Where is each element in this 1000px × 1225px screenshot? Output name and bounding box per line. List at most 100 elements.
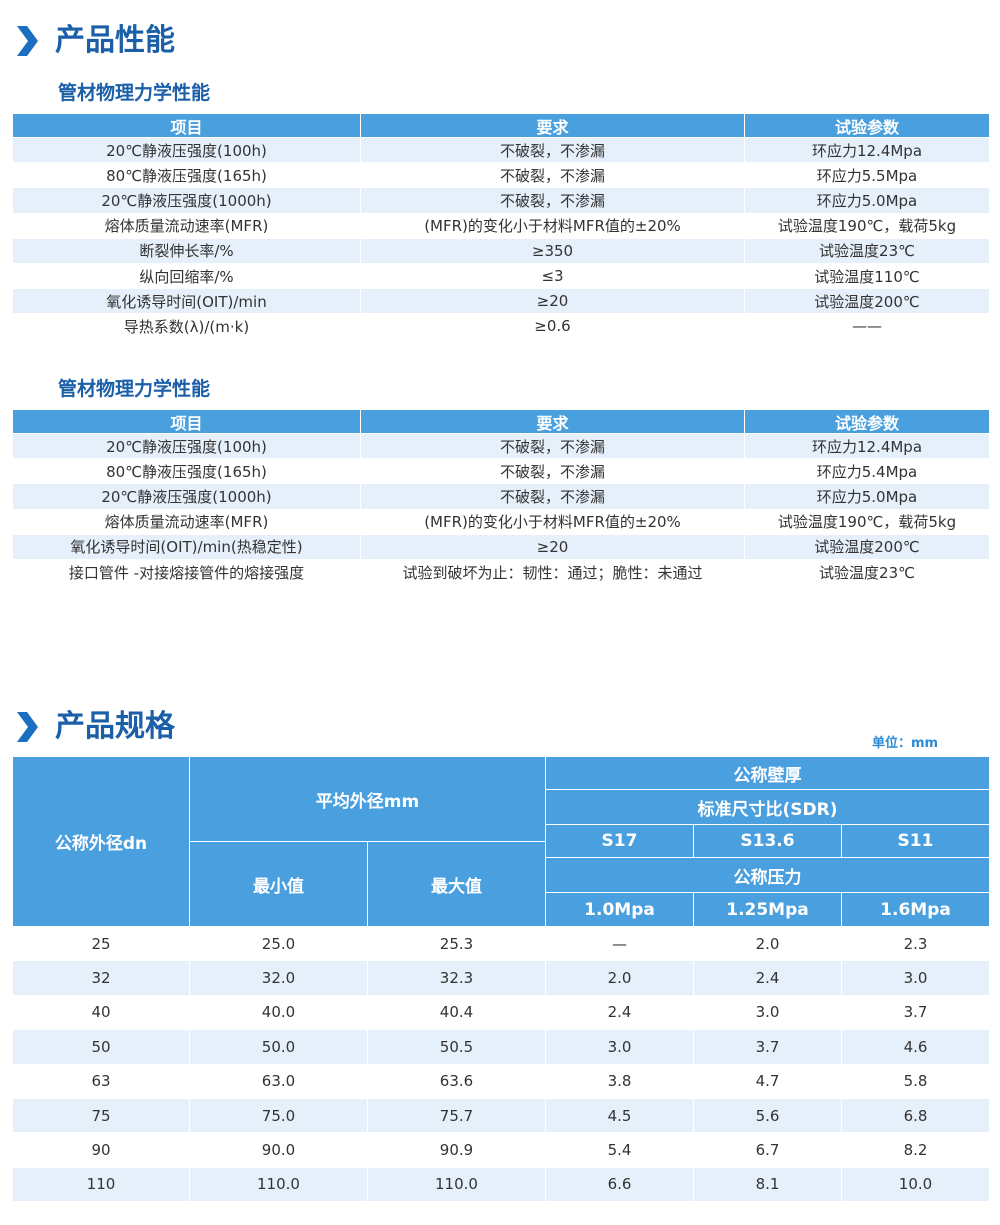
section-title: 产品性能 bbox=[55, 23, 175, 58]
header-cell: 项目 bbox=[13, 114, 361, 138]
header-cell: 1.0Mpa bbox=[546, 893, 694, 927]
table-cell: 40.0 bbox=[190, 995, 368, 1031]
table-cell: 4.5 bbox=[546, 1099, 694, 1134]
table-cell: 熔体质量流动速率(MFR) bbox=[13, 509, 361, 535]
table-cell: 4.6 bbox=[842, 1030, 990, 1065]
table-cell: 2.4 bbox=[694, 961, 842, 996]
header-cell: 要求 bbox=[361, 410, 745, 434]
table-cell: 90 bbox=[13, 1133, 190, 1168]
table-cell: 3.7 bbox=[694, 1030, 842, 1065]
table-cell: 2.0 bbox=[546, 961, 694, 996]
table-cell: ≤3 bbox=[361, 264, 745, 290]
header-cell: 1.25Mpa bbox=[694, 893, 842, 927]
table-cell: 不破裂，不渗漏 bbox=[361, 459, 745, 485]
table-cell: 导热系数(λ)/(m·k) bbox=[13, 314, 361, 340]
table-cell: 40 bbox=[13, 995, 190, 1031]
table-cell: 63 bbox=[13, 1064, 190, 1099]
table-cell: 10.0 bbox=[842, 1167, 990, 1203]
table-cell: 熔体质量流动速率(MFR) bbox=[13, 213, 361, 239]
table-cell: 32.3 bbox=[368, 961, 546, 996]
header-cell: 要求 bbox=[361, 114, 745, 138]
table-cell: 110.0 bbox=[368, 1167, 546, 1203]
table-cell: 20℃静液压强度(100h) bbox=[13, 138, 361, 164]
table-cell: 试验温度110℃ bbox=[745, 264, 990, 290]
table-cell: 63.6 bbox=[368, 1064, 546, 1099]
header-cell: 公称外径dn bbox=[13, 757, 190, 927]
table-cell: (MFR)的变化小于材料MFR值的±20% bbox=[361, 213, 745, 239]
table-cell: 90.0 bbox=[190, 1133, 368, 1168]
table-cell: — bbox=[546, 927, 694, 962]
header-cell: S13.6 bbox=[694, 825, 842, 858]
table-cell: 环应力12.4Mpa bbox=[745, 434, 990, 460]
table-cell: 8.2 bbox=[842, 1133, 990, 1168]
table-cell: 110 bbox=[13, 1167, 190, 1203]
table-cell: 氧化诱导时间(OIT)/min bbox=[13, 289, 361, 315]
header-cell: 公称压力 bbox=[546, 858, 990, 893]
table-cell: 25.0 bbox=[190, 927, 368, 962]
table-cell: 3.7 bbox=[842, 995, 990, 1031]
subtitle: 管材物理力学性能 bbox=[58, 82, 211, 104]
header-cell: S17 bbox=[546, 825, 694, 858]
table-cell: 25.3 bbox=[368, 927, 546, 962]
table-cell: 3.8 bbox=[546, 1064, 694, 1099]
table-cell: 不破裂，不渗漏 bbox=[361, 138, 745, 164]
table-cell: 不破裂，不渗漏 bbox=[361, 484, 745, 510]
table-cell: 40.4 bbox=[368, 995, 546, 1031]
chevron-icon bbox=[17, 712, 38, 742]
table-cell: 20℃静液压强度(1000h) bbox=[13, 484, 361, 510]
table-cell: 试验温度23℃ bbox=[745, 238, 990, 264]
table-cell: 2.4 bbox=[546, 995, 694, 1031]
header-cell: 平均外径mm bbox=[190, 757, 546, 842]
table-cell: 20℃静液压强度(100h) bbox=[13, 434, 361, 460]
table-cell: 断裂伸长率/% bbox=[13, 238, 361, 264]
table-cell: 接口管件 -对接熔接管件的熔接强度 bbox=[13, 560, 361, 586]
table-cell: 3.0 bbox=[546, 1030, 694, 1065]
table-cell: 5.6 bbox=[694, 1099, 842, 1134]
table-cell: (MFR)的变化小于材料MFR值的±20% bbox=[361, 509, 745, 535]
table-cell: 6.8 bbox=[842, 1099, 990, 1134]
chevron-icon bbox=[17, 26, 38, 56]
header-cell: 公称壁厚 bbox=[546, 757, 990, 790]
table-cell: 不破裂，不渗漏 bbox=[361, 163, 745, 189]
table-cell: 环应力5.0Mpa bbox=[745, 484, 990, 510]
header-cell: 1.6Mpa bbox=[842, 893, 990, 927]
table-cell: 试验到破坏为止：韧性：通过；脆性：未通过 bbox=[361, 560, 745, 586]
table-cell: 氧化诱导时间(OIT)/min(热稳定性) bbox=[13, 534, 361, 560]
table-cell: 32.0 bbox=[190, 961, 368, 996]
table-cell: 6.7 bbox=[694, 1133, 842, 1168]
table-cell: 80℃静液压强度(165h) bbox=[13, 459, 361, 485]
header-cell: 项目 bbox=[13, 410, 361, 434]
table-cell: 63.0 bbox=[190, 1064, 368, 1099]
table-cell: 2.3 bbox=[842, 927, 990, 962]
table-cell: 50.0 bbox=[190, 1030, 368, 1065]
table-cell: 不破裂，不渗漏 bbox=[361, 434, 745, 460]
header-cell: 最大值 bbox=[368, 842, 546, 927]
table-cell: 80℃静液压强度(165h) bbox=[13, 163, 361, 189]
table-cell: 试验温度190℃，载荷5kg bbox=[745, 213, 990, 239]
table-cell: 8.1 bbox=[694, 1167, 842, 1203]
table-cell: 3.0 bbox=[842, 961, 990, 996]
table-cell: 试验温度190℃，载荷5kg bbox=[745, 509, 990, 535]
table-cell: 试验温度23℃ bbox=[745, 560, 990, 586]
table-cell: 4.7 bbox=[694, 1064, 842, 1099]
table-cell: 75.0 bbox=[190, 1099, 368, 1134]
table-cell: 50 bbox=[13, 1030, 190, 1065]
table-cell: 20℃静液压强度(1000h) bbox=[13, 188, 361, 214]
table-cell: 2.0 bbox=[694, 927, 842, 962]
table-cell: 5.4 bbox=[546, 1133, 694, 1168]
table-cell: 6.6 bbox=[546, 1167, 694, 1203]
table-cell: 75 bbox=[13, 1099, 190, 1134]
header-cell: 最小值 bbox=[190, 842, 368, 927]
table-cell: ≥0.6 bbox=[361, 314, 745, 340]
unit-label: 单位：mm bbox=[872, 736, 939, 751]
section-title: 产品规格 bbox=[55, 709, 175, 744]
table-cell: 75.7 bbox=[368, 1099, 546, 1134]
table-cell: 32 bbox=[13, 961, 190, 996]
table-cell: 90.9 bbox=[368, 1133, 546, 1168]
table-cell: —— bbox=[745, 314, 990, 340]
table-cell: 环应力12.4Mpa bbox=[745, 138, 990, 164]
table-cell: 25 bbox=[13, 927, 190, 962]
subtitle: 管材物理力学性能 bbox=[58, 378, 211, 400]
table-cell: 5.8 bbox=[842, 1064, 990, 1099]
table-cell: ≥20 bbox=[361, 289, 745, 315]
